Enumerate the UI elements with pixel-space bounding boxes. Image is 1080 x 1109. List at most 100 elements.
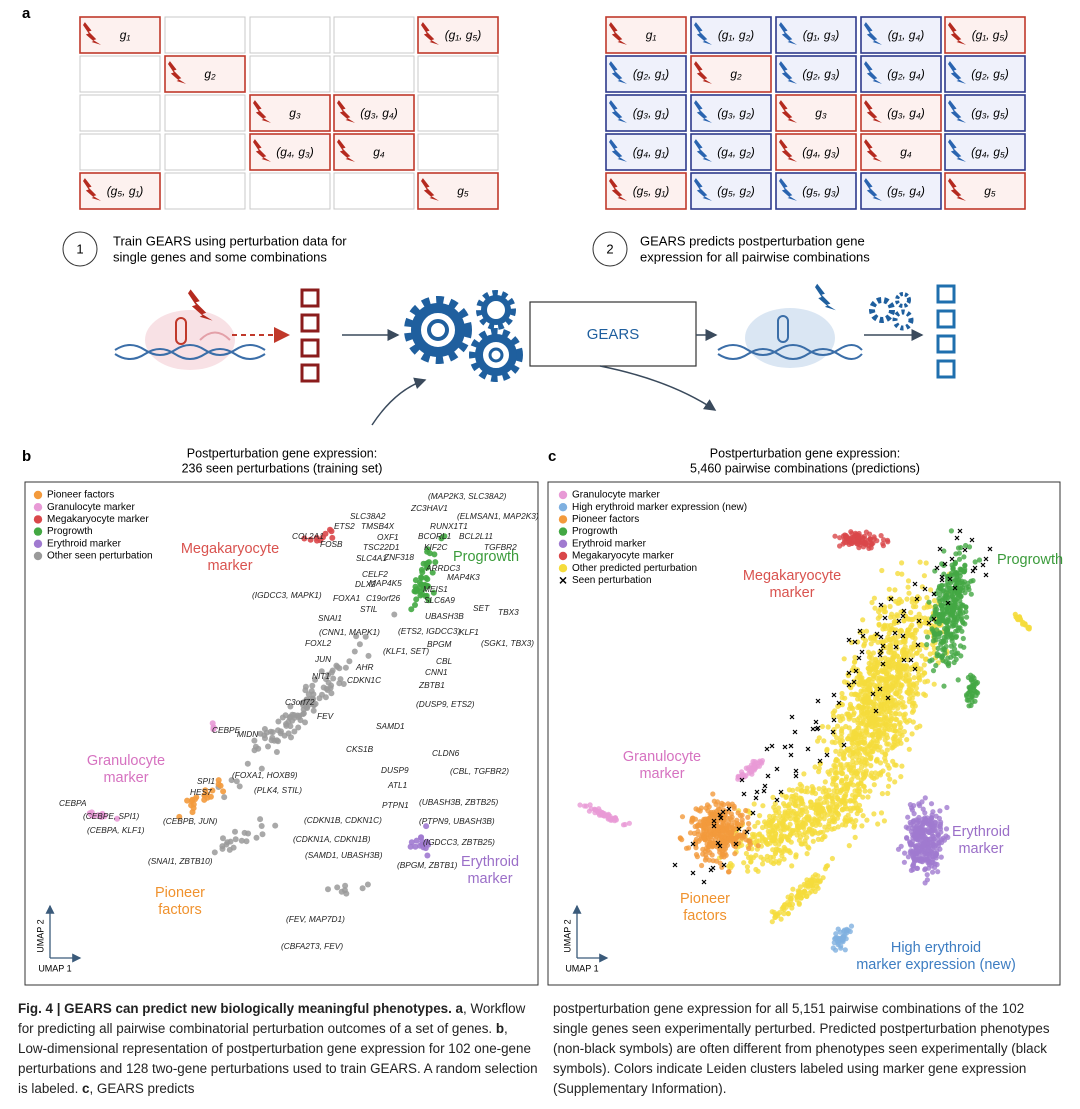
point [928, 587, 934, 593]
point [913, 690, 919, 696]
point [848, 923, 855, 929]
point [789, 863, 795, 869]
seen-marker [900, 613, 906, 619]
point [310, 707, 317, 714]
point [900, 704, 906, 710]
gene-label: CEBPA [59, 798, 87, 808]
point [909, 703, 916, 709]
point [921, 605, 927, 611]
point [887, 776, 893, 782]
point [790, 801, 797, 807]
point [312, 676, 319, 683]
point [408, 839, 415, 846]
gene-label: (CDKN1A, CDKN1B) [293, 834, 371, 844]
point [955, 677, 961, 683]
point [860, 775, 867, 781]
cell-label: g₂ [730, 67, 742, 81]
point [275, 738, 281, 745]
seen-marker [788, 743, 794, 749]
point [863, 628, 870, 634]
gene-label: MEIS1 [423, 584, 448, 594]
point [861, 740, 867, 747]
point [872, 605, 878, 611]
point [959, 628, 965, 634]
gene-label: C3orf72 [285, 697, 315, 707]
point [817, 879, 823, 885]
grid-cell [690, 94, 772, 132]
point [799, 787, 805, 794]
legend-marker [559, 576, 567, 584]
point [964, 697, 970, 703]
point [953, 622, 959, 628]
point [287, 703, 294, 710]
point [751, 801, 757, 807]
point [865, 649, 872, 655]
point [802, 820, 808, 826]
seen-marker [952, 585, 958, 591]
point [899, 682, 905, 688]
point [934, 653, 940, 659]
point [848, 767, 854, 774]
point [770, 817, 776, 824]
cluster-label: marker expression (new) [856, 957, 1016, 973]
point [790, 787, 796, 793]
point [353, 633, 360, 640]
point [424, 839, 431, 846]
gene-label: CBL [436, 656, 453, 666]
caption-text: postperturbation gene expression for all… [553, 1001, 1050, 1096]
seen-marker [885, 695, 891, 701]
point [745, 868, 751, 874]
gene-label: FEV [317, 711, 335, 721]
point [921, 573, 928, 579]
seen-marker [810, 726, 816, 732]
point [973, 692, 979, 699]
seen-marker [741, 791, 747, 797]
point [922, 795, 928, 801]
point [851, 539, 857, 545]
point [874, 756, 880, 763]
point [887, 627, 893, 633]
point [870, 634, 876, 641]
point [832, 935, 839, 941]
point [864, 760, 870, 766]
point [795, 827, 801, 833]
point [878, 730, 884, 737]
gene-label: SAMD1 [376, 721, 405, 731]
gene-label: (FEV, MAP7D1) [286, 914, 345, 924]
point [901, 715, 907, 721]
seen-marker [690, 841, 696, 847]
point [905, 678, 912, 684]
point [258, 765, 265, 772]
cluster-label: Megakaryocyte [181, 541, 279, 557]
point [908, 609, 914, 616]
seen-marker [718, 815, 724, 821]
point [833, 782, 839, 788]
point [766, 822, 772, 829]
gene-label: NIT1 [312, 671, 330, 681]
point [710, 791, 716, 797]
point [886, 659, 892, 665]
point [751, 761, 757, 768]
point [838, 734, 844, 740]
point [765, 828, 771, 834]
point [849, 777, 855, 783]
gene-label: KIF2C [424, 542, 449, 552]
point [778, 916, 784, 922]
point [812, 790, 819, 797]
point [849, 740, 855, 746]
point [943, 638, 949, 645]
point [857, 629, 863, 635]
point [779, 792, 785, 798]
point [318, 668, 325, 675]
point [801, 771, 807, 777]
point [888, 710, 894, 716]
seen-marker [720, 809, 726, 815]
point [709, 852, 715, 858]
point [839, 770, 845, 777]
point [752, 839, 758, 846]
point [828, 812, 834, 818]
model-box [529, 301, 697, 367]
point [909, 599, 915, 605]
cluster-label: marker [467, 871, 512, 887]
point [733, 835, 739, 842]
